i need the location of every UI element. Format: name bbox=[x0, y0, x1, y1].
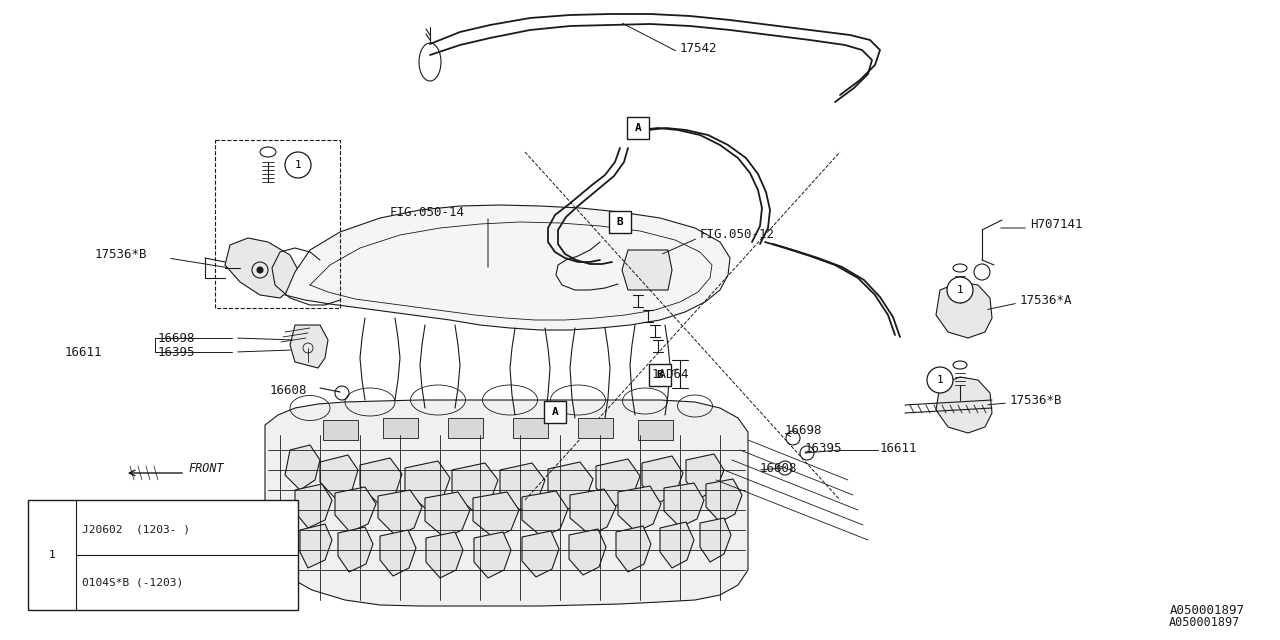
Text: A050001897: A050001897 bbox=[1169, 616, 1240, 628]
Text: 17536*A: 17536*A bbox=[1020, 294, 1073, 307]
Polygon shape bbox=[660, 522, 694, 568]
Text: H707141: H707141 bbox=[1030, 218, 1083, 232]
Text: 16698: 16698 bbox=[157, 332, 196, 344]
Polygon shape bbox=[320, 455, 358, 498]
Polygon shape bbox=[570, 529, 605, 575]
Polygon shape bbox=[474, 492, 518, 538]
Circle shape bbox=[36, 539, 68, 571]
Polygon shape bbox=[380, 530, 416, 576]
Text: FIG.050-14: FIG.050-14 bbox=[390, 205, 465, 218]
Polygon shape bbox=[686, 454, 724, 498]
Polygon shape bbox=[522, 491, 568, 537]
Text: FRONT: FRONT bbox=[188, 461, 224, 474]
FancyBboxPatch shape bbox=[323, 420, 358, 440]
Polygon shape bbox=[622, 250, 672, 290]
Polygon shape bbox=[500, 463, 545, 510]
Polygon shape bbox=[452, 463, 498, 510]
Polygon shape bbox=[596, 459, 640, 506]
Text: 16608: 16608 bbox=[760, 461, 797, 474]
Polygon shape bbox=[700, 518, 731, 562]
FancyBboxPatch shape bbox=[544, 401, 566, 423]
Text: FIG.050-12: FIG.050-12 bbox=[700, 228, 774, 241]
Text: 16395: 16395 bbox=[805, 442, 842, 454]
FancyBboxPatch shape bbox=[513, 418, 548, 438]
Polygon shape bbox=[618, 486, 660, 532]
FancyBboxPatch shape bbox=[448, 418, 483, 438]
Polygon shape bbox=[664, 483, 704, 527]
Polygon shape bbox=[643, 456, 684, 503]
Polygon shape bbox=[936, 282, 992, 338]
Text: 16611: 16611 bbox=[881, 442, 918, 454]
Circle shape bbox=[927, 367, 954, 393]
Circle shape bbox=[257, 267, 262, 273]
FancyBboxPatch shape bbox=[579, 418, 613, 438]
FancyBboxPatch shape bbox=[637, 420, 673, 440]
Polygon shape bbox=[285, 205, 730, 330]
Text: 17536*B: 17536*B bbox=[1010, 394, 1062, 406]
Polygon shape bbox=[265, 400, 748, 606]
Text: 17536*B: 17536*B bbox=[95, 248, 147, 262]
Polygon shape bbox=[474, 532, 511, 578]
Polygon shape bbox=[570, 489, 616, 535]
Text: 16611: 16611 bbox=[65, 346, 102, 358]
Text: 1: 1 bbox=[956, 285, 964, 295]
Polygon shape bbox=[426, 532, 463, 578]
Text: B: B bbox=[657, 370, 663, 380]
Text: 1: 1 bbox=[294, 160, 301, 170]
Polygon shape bbox=[707, 479, 742, 522]
Polygon shape bbox=[338, 527, 372, 572]
Text: 0104S*B (-1203): 0104S*B (-1203) bbox=[82, 577, 183, 588]
Text: J20602  (1203- ): J20602 (1203- ) bbox=[82, 525, 189, 534]
FancyBboxPatch shape bbox=[649, 364, 671, 386]
Polygon shape bbox=[360, 458, 402, 503]
Text: 17542: 17542 bbox=[680, 42, 718, 54]
Polygon shape bbox=[294, 484, 332, 528]
Text: A050001897: A050001897 bbox=[1170, 604, 1245, 616]
Text: 16395: 16395 bbox=[157, 346, 196, 358]
Polygon shape bbox=[225, 238, 298, 298]
Text: 1: 1 bbox=[937, 375, 943, 385]
FancyBboxPatch shape bbox=[627, 117, 649, 139]
FancyBboxPatch shape bbox=[383, 418, 419, 438]
FancyBboxPatch shape bbox=[28, 500, 298, 610]
Polygon shape bbox=[378, 490, 422, 536]
Text: B: B bbox=[617, 217, 623, 227]
Polygon shape bbox=[936, 377, 992, 433]
Polygon shape bbox=[285, 445, 320, 490]
Polygon shape bbox=[616, 526, 652, 572]
Polygon shape bbox=[300, 524, 332, 568]
Polygon shape bbox=[404, 461, 451, 508]
Polygon shape bbox=[335, 487, 376, 532]
Circle shape bbox=[947, 277, 973, 303]
Text: 1AD64: 1AD64 bbox=[652, 369, 690, 381]
Text: 1: 1 bbox=[49, 550, 55, 560]
Text: 16608: 16608 bbox=[270, 383, 307, 397]
Polygon shape bbox=[425, 492, 470, 538]
Text: A: A bbox=[552, 407, 558, 417]
Polygon shape bbox=[291, 325, 328, 368]
Text: 16698: 16698 bbox=[785, 424, 823, 436]
Circle shape bbox=[285, 152, 311, 178]
Text: A: A bbox=[635, 123, 641, 133]
FancyBboxPatch shape bbox=[609, 211, 631, 233]
Polygon shape bbox=[522, 531, 559, 577]
Polygon shape bbox=[548, 462, 593, 509]
